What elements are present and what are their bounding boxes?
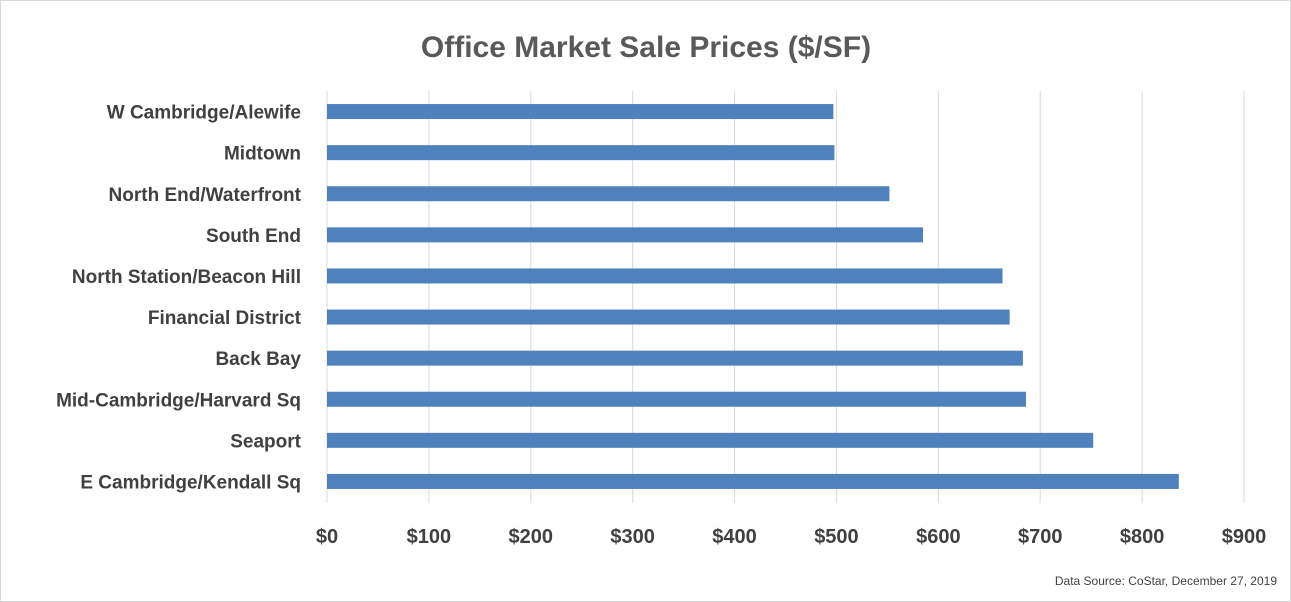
data-source-note: Data Source: CoStar, December 27, 2019	[1055, 574, 1277, 588]
x-tick-label: $300	[610, 526, 655, 548]
bar	[327, 104, 834, 120]
category-label: W Cambridge/Alewife	[107, 103, 301, 124]
category-label: E Cambridge/Kendall Sq	[80, 472, 301, 493]
x-tick-label: $400	[712, 526, 757, 548]
x-tick-label: $200	[509, 526, 554, 548]
x-tick-labels: $0 $100 $200 $300 $400 $500 $600 $700 $800 $900	[316, 526, 1266, 548]
bar	[327, 473, 1179, 489]
bar	[327, 186, 890, 202]
x-tick-label: $0	[316, 526, 338, 548]
bar	[327, 391, 1026, 407]
chart-title: Office Market Sale Prices ($/SF)	[421, 31, 871, 64]
bar	[327, 309, 1010, 325]
bar	[327, 227, 924, 243]
x-tick-label: $900	[1222, 526, 1267, 548]
category-label: North End/Waterfront	[109, 185, 302, 206]
category-label: Seaport	[230, 431, 301, 452]
category-label: Mid-Cambridge/Harvard Sq	[56, 390, 301, 411]
category-label: South End	[206, 226, 301, 247]
x-tick-label: $700	[1018, 526, 1063, 548]
x-tick-label: $100	[407, 526, 452, 548]
bar	[327, 350, 1023, 366]
x-tick-label: $500	[814, 526, 859, 548]
bar	[327, 145, 835, 161]
category-label: Midtown	[224, 144, 301, 165]
category-labels: W Cambridge/Alewife Midtown North End/Wate…	[56, 103, 302, 494]
category-label: Financial District	[148, 308, 302, 329]
x-tick-label: $600	[916, 526, 961, 548]
bars	[327, 104, 1179, 489]
category-label: North Station/Beacon Hill	[72, 267, 301, 288]
category-label: Back Bay	[215, 349, 301, 370]
bar	[327, 268, 1003, 284]
bar	[327, 432, 1094, 448]
x-tick-label: $800	[1120, 526, 1165, 548]
